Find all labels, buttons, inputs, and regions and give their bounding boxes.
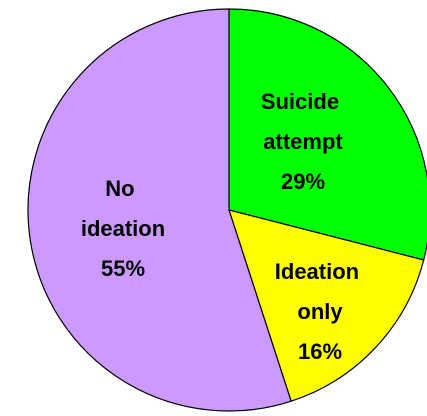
slice-value-label: 29%: [281, 169, 325, 194]
label-line: only: [297, 299, 343, 324]
slice-value-label: 55%: [101, 256, 145, 281]
slice-category-label: No ideation: [81, 176, 165, 241]
label-line: ideation: [81, 216, 165, 241]
slice-value-label: 16%: [298, 339, 342, 364]
slice-category-label: Ideation only: [275, 259, 365, 324]
label-line: No: [105, 176, 140, 201]
pie-slice: [228, 8, 427, 261]
label-line: Suicide: [261, 89, 345, 114]
pie-slice: [228, 209, 425, 402]
slice-category-label: Suicide attempt: [261, 89, 345, 154]
label-line: attempt: [263, 129, 343, 154]
label-line: Ideation: [275, 259, 365, 284]
pie-slice: [27, 8, 292, 412]
